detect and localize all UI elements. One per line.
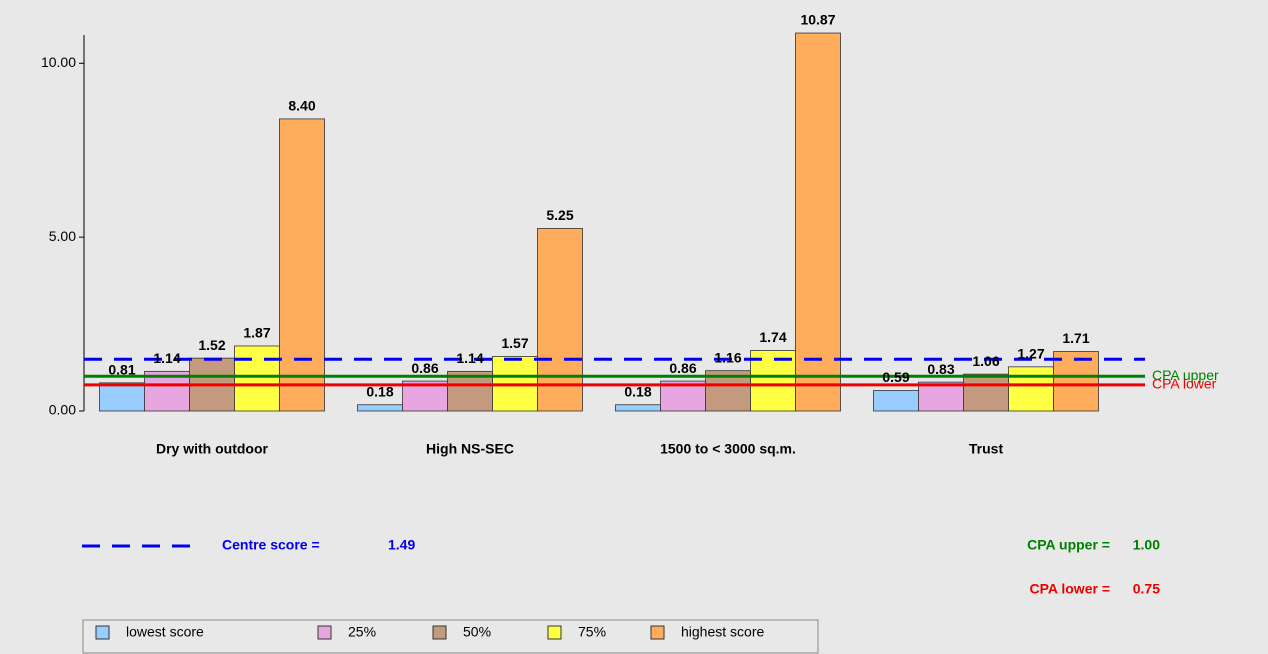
bar bbox=[873, 390, 919, 412]
bar bbox=[1008, 366, 1054, 412]
bar bbox=[144, 370, 190, 412]
bar bbox=[963, 373, 1009, 412]
x-tick-label: High NS-SEC bbox=[426, 441, 514, 457]
legend-label: 50% bbox=[463, 624, 491, 640]
legend-swatch bbox=[317, 625, 332, 640]
bar bbox=[99, 382, 145, 412]
ref-name: CPA lower = bbox=[1029, 581, 1110, 597]
value-label: 0.81 bbox=[108, 362, 135, 378]
legend-label: lowest score bbox=[126, 624, 204, 640]
legend-swatch bbox=[650, 625, 665, 640]
bar bbox=[918, 381, 964, 412]
reference-line-label: CPA lower bbox=[1152, 376, 1217, 392]
bar bbox=[795, 32, 841, 412]
bar bbox=[537, 228, 583, 412]
bar bbox=[279, 118, 325, 412]
legend-label: 25% bbox=[348, 624, 376, 640]
legend-swatch bbox=[547, 625, 562, 640]
y-tick-label: 5.00 bbox=[49, 228, 76, 244]
value-label: 1.16 bbox=[714, 349, 741, 365]
value-label: 10.87 bbox=[800, 12, 835, 28]
legend-swatch bbox=[95, 625, 110, 640]
y-tick-label: 0.00 bbox=[49, 402, 76, 418]
ref-value: 1.00 bbox=[1133, 537, 1160, 553]
value-label: 0.83 bbox=[927, 361, 954, 377]
value-label: 0.18 bbox=[366, 383, 393, 399]
bar bbox=[234, 345, 280, 412]
value-label: 1.14 bbox=[153, 350, 180, 366]
y-tick-label: 10.00 bbox=[41, 54, 76, 70]
value-label: 1.71 bbox=[1062, 330, 1089, 346]
bar bbox=[1053, 351, 1099, 412]
bar bbox=[615, 404, 661, 412]
value-label: 0.18 bbox=[624, 383, 651, 399]
ref-name: Centre score = bbox=[222, 537, 320, 553]
value-label: 0.86 bbox=[411, 360, 438, 376]
value-label: 1.74 bbox=[759, 329, 786, 345]
value-label: 1.87 bbox=[243, 325, 270, 341]
ref-value: 0.75 bbox=[1133, 581, 1160, 597]
bar bbox=[357, 404, 403, 412]
value-label: 0.59 bbox=[882, 369, 909, 385]
ref-name: CPA upper = bbox=[1027, 537, 1110, 553]
value-label: 1.14 bbox=[456, 350, 483, 366]
value-label: 0.86 bbox=[669, 360, 696, 376]
reference-line-label: CPA upper bbox=[1152, 367, 1219, 383]
value-label: 1.27 bbox=[1017, 346, 1044, 362]
legend-label: highest score bbox=[681, 624, 764, 640]
x-tick-label: 1500 to < 3000 sq.m. bbox=[660, 441, 796, 457]
legend-label: 75% bbox=[578, 624, 606, 640]
legend-box bbox=[82, 619, 819, 654]
value-label: 1.06 bbox=[972, 353, 999, 369]
ref-value: 1.49 bbox=[388, 537, 415, 553]
legend-swatch bbox=[432, 625, 447, 640]
x-tick-label: Dry with outdoor bbox=[156, 441, 269, 457]
bar bbox=[447, 370, 493, 412]
value-label: 5.25 bbox=[546, 207, 573, 223]
value-label: 8.40 bbox=[288, 98, 315, 114]
value-label: 1.52 bbox=[198, 337, 225, 353]
value-label: 1.57 bbox=[501, 335, 528, 351]
x-tick-label: Trust bbox=[969, 441, 1004, 457]
